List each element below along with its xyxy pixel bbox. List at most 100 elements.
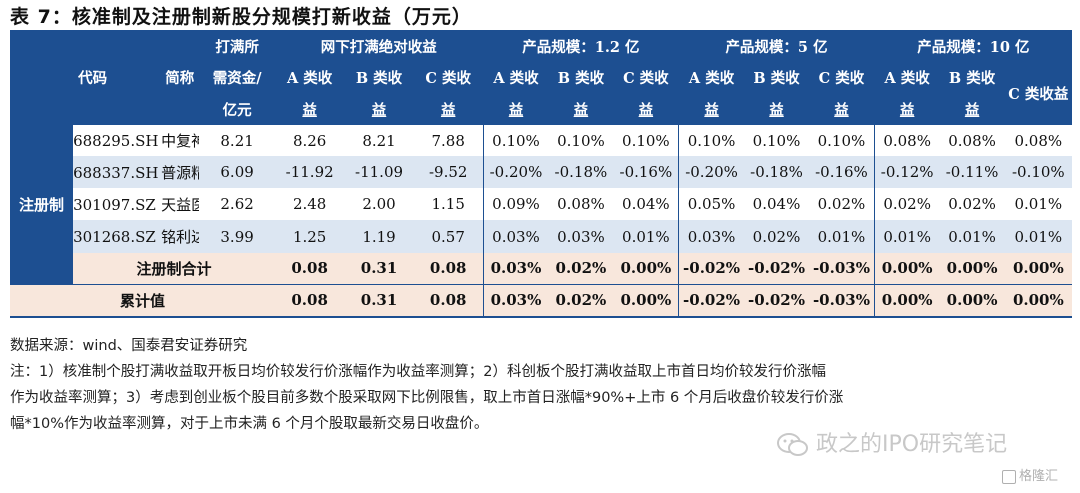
- logo-mark-icon: [1002, 469, 1016, 484]
- cell-abs-b: 8.21: [344, 125, 414, 156]
- cell-12-b: 0.03%: [548, 220, 614, 253]
- cell-abs-c: 7.88: [413, 125, 484, 156]
- subtotal-label: 注册制合计: [73, 253, 275, 284]
- cell-code: 688337.SH: [73, 163, 159, 182]
- header-fund-l1: 打满所: [199, 30, 275, 62]
- cell-10-a: 0.08%: [873, 125, 940, 156]
- cell-12-c: -0.16%: [613, 156, 679, 188]
- cell-abs-c: 0.08: [413, 253, 484, 284]
- watermark-text: 政之的IPO研究笔记: [816, 432, 1008, 457]
- cell-10-b: 0.08%: [939, 125, 1005, 156]
- cell-5-a: 0.03%: [678, 220, 744, 253]
- cell-abs-c: 0.08: [413, 284, 484, 317]
- cell-12-a: 0.03%: [482, 220, 549, 253]
- subtotal-row: 注册制合计 0.08 0.31 0.08 0.03% 0.02% 0.00% -…: [10, 253, 1072, 284]
- cell-12-c: 0.00%: [613, 253, 679, 284]
- table-row: 301268.SZ 铭利达 3.99 1.25 1.19 0.57 0.03% 0…: [10, 220, 1072, 253]
- cell-code: 688295.SH: [73, 132, 159, 150]
- hdr-abs-b: B 类收: [344, 62, 414, 93]
- cell-5-a: 0.05%: [678, 188, 744, 220]
- hdr-10-b: B 类收: [939, 62, 1005, 93]
- cell-10-c: 0.00%: [1004, 284, 1072, 317]
- cell-abs-c: 1.15: [413, 188, 484, 220]
- cell-5-b: 0.10%: [743, 125, 810, 156]
- cell-10-c: 0.08%: [1004, 125, 1072, 156]
- cell-code-name: 301097.SZ 天益医疗: [73, 188, 200, 220]
- cell-abs-c: -9.52: [413, 156, 484, 188]
- cell-5-a: -0.20%: [678, 156, 744, 188]
- cell-10-a: -0.12%: [873, 156, 940, 188]
- gelonghui-logo: 格隆汇: [1002, 465, 1058, 484]
- cell-5-c: 0.10%: [809, 125, 875, 156]
- cell-code-name: 301268.SZ 铭利达: [73, 220, 200, 253]
- cell-12-c: 0.10%: [613, 125, 679, 156]
- cell-abs-b: 0.31: [344, 284, 414, 317]
- cell-10-a: 0.00%: [873, 284, 940, 317]
- cell-10-b: 0.02%: [939, 188, 1005, 220]
- table-row: 301097.SZ天益医疗 2.62 2.48 2.00 1.15 0.09% …: [10, 188, 1072, 220]
- header-code-name: 代码 简称: [73, 30, 200, 125]
- wechat-icon: [777, 433, 808, 456]
- cell-5-c: 0.02%: [809, 188, 875, 220]
- hdr-12-a-2: 益: [482, 93, 549, 125]
- cell-name: 铭利达: [161, 228, 200, 246]
- cell-abs-c: 0.57: [413, 220, 484, 253]
- cell-fund: 8.21: [199, 125, 275, 156]
- logo-text: 格隆汇: [1019, 469, 1059, 484]
- cell-5-b: 0.02%: [743, 220, 810, 253]
- cell-code-name: 688295.SH中复神鹰: [73, 125, 200, 156]
- cell-12-b: -0.18%: [548, 156, 614, 188]
- cell-fund: 2.62: [199, 188, 275, 220]
- cell-10-b: 0.01%: [939, 220, 1005, 253]
- header-fund-l3: 亿元: [199, 93, 275, 125]
- header-name: 简称: [165, 70, 195, 87]
- cell-abs-a: 0.08: [274, 253, 345, 284]
- header-row-1: 代码 简称 打满所 网下打满绝对收益 产品规模：1.2 亿 产品规模：5 亿 产…: [10, 30, 1072, 125]
- cell-abs-b: 1.19: [344, 220, 414, 253]
- header-group-12: 产品规模：1.2 亿: [482, 30, 679, 62]
- cell-abs-a: 1.25: [274, 220, 345, 253]
- note-line-1: 注：1）核准制个股打满收益取开板日均价较发行价涨幅作为收益率测算；2）科创板个股…: [10, 364, 826, 380]
- cell-code: 301097.SZ: [73, 195, 156, 214]
- cell-10-c: 0.01%: [1004, 220, 1072, 253]
- cell-abs-b: -11.09: [344, 156, 414, 188]
- cell-10-b: 0.00%: [939, 253, 1005, 284]
- hdr-10-a: A 类收: [873, 62, 940, 93]
- notes-block: 数据来源：wind、国泰君安证券研究 注：1）核准制个股打满收益取开板日均价较发…: [10, 333, 1072, 437]
- cell-5-b: 0.04%: [743, 188, 810, 220]
- cell-5-c: 0.01%: [809, 220, 875, 253]
- cell-12-a: 0.10%: [482, 125, 549, 156]
- cell-10-c: -0.10%: [1004, 156, 1072, 188]
- cell-5-c: -0.03%: [809, 253, 875, 284]
- header-corner: [10, 30, 74, 125]
- cell-10-c: 0.00%: [1004, 253, 1072, 284]
- cell-5-b: -0.02%: [743, 253, 810, 284]
- hdr-10-c: C 类收益: [1004, 62, 1072, 125]
- total-label: 累计值: [10, 284, 275, 317]
- cell-12-c: 0.04%: [613, 188, 679, 220]
- hdr-5-c: C 类收: [809, 62, 875, 93]
- cell-10-c: 0.01%: [1004, 188, 1072, 220]
- cell-abs-a: 8.26: [274, 125, 345, 156]
- header-code: 代码: [78, 70, 108, 87]
- cell-12-b: 0.10%: [548, 125, 614, 156]
- total-row: 累计值 0.08 0.31 0.08 0.03% 0.02% 0.00% -0.…: [10, 284, 1072, 317]
- hdr-abs-c-2: 益: [413, 93, 484, 125]
- cell-12-b: 0.08%: [548, 188, 614, 220]
- cell-name: 普源精电-U: [161, 163, 200, 182]
- hdr-5-a: A 类收: [678, 62, 744, 93]
- cell-12-c: 0.01%: [613, 220, 679, 253]
- cell-10-b: -0.11%: [939, 156, 1005, 188]
- hdr-abs-a-2: 益: [274, 93, 345, 125]
- hdr-abs-a: A 类收: [274, 62, 345, 93]
- cell-name: 天益医疗: [161, 195, 200, 214]
- cell-12-a: -0.20%: [482, 156, 549, 188]
- cell-name: 中复神鹰: [161, 132, 200, 150]
- cell-abs-b: 0.31: [344, 253, 414, 284]
- cell-10-a: 0.00%: [873, 253, 940, 284]
- header-row-3: 亿元 益 益 益 益 益 益 益 益 益 益 益: [10, 93, 1072, 125]
- note-line-2: 作为收益率测算；3）考虑到创业板个股目前多数个股采取网下比例限售，取上市首日涨幅…: [10, 390, 844, 406]
- hdr-10-b-2: 益: [939, 93, 1005, 125]
- cell-code-name: 688337.SH普源精电-U: [73, 156, 200, 188]
- cell-5-b: -0.18%: [743, 156, 810, 188]
